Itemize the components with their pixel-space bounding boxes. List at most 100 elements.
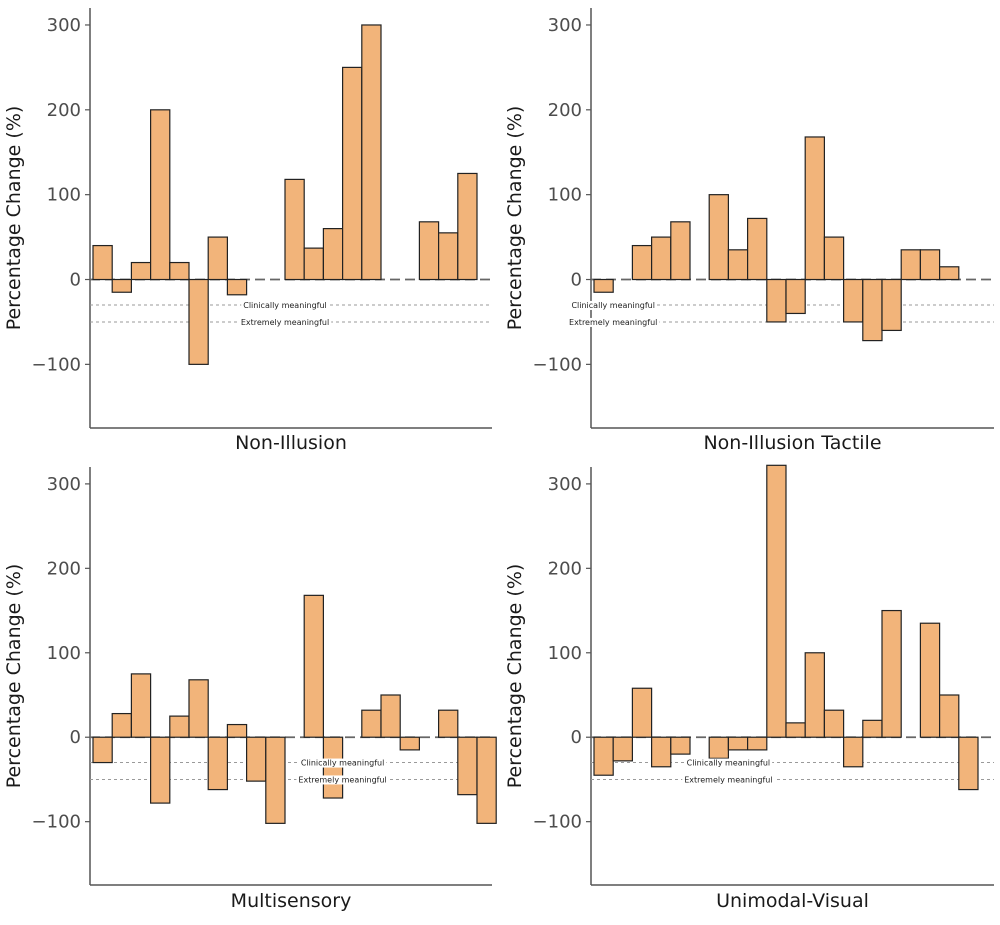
reference-line-label: Extremely meaningful	[569, 318, 657, 327]
y-tick-label: 0	[70, 727, 81, 748]
bar	[958, 736, 979, 791]
bar	[785, 722, 806, 738]
bar	[438, 232, 459, 281]
y-axis-title: Percentage Change (%)	[3, 106, 25, 331]
reference-line-label: Clinically meaningful	[301, 759, 385, 768]
bar	[785, 278, 806, 315]
bar	[284, 178, 305, 281]
bar	[593, 736, 614, 776]
y-tick-label: −100	[32, 354, 81, 375]
x-axis-title: Non-Illusion Tactile	[703, 432, 881, 454]
bar	[226, 723, 248, 738]
bar	[842, 278, 864, 323]
bar	[265, 736, 286, 824]
bar	[938, 266, 960, 281]
bar	[919, 249, 941, 281]
bar	[746, 217, 768, 281]
bar	[457, 736, 478, 796]
bar	[438, 709, 459, 738]
bar	[727, 736, 749, 751]
reference-line-label: Clinically meaningful	[687, 759, 771, 768]
reference-label-background	[298, 758, 387, 768]
bar	[111, 712, 132, 738]
bar	[130, 261, 152, 281]
reference-label-background	[684, 758, 773, 768]
bar	[631, 687, 653, 738]
bar	[938, 694, 960, 738]
bar	[380, 694, 401, 738]
bar	[823, 236, 845, 281]
reference-line-label: Clinically meaningful	[571, 301, 655, 310]
y-tick-label: 100	[47, 643, 81, 664]
reference-label-background	[241, 300, 329, 310]
bar	[418, 221, 440, 281]
bar	[361, 709, 382, 738]
y-tick-label: 300	[47, 474, 81, 495]
reference-line-label: Extremely meaningful	[241, 318, 329, 327]
bar	[650, 736, 672, 768]
x-axis-title: Unimodal-Visual	[716, 890, 869, 912]
bar	[130, 673, 152, 738]
bar	[169, 715, 190, 738]
bar	[207, 236, 228, 281]
y-tick-label: 0	[70, 270, 81, 291]
bar	[322, 736, 344, 799]
bar	[399, 736, 421, 751]
bar	[670, 736, 691, 755]
bar	[766, 278, 787, 323]
x-axis-title: Multisensory	[231, 890, 352, 912]
bar	[150, 736, 171, 804]
bar	[862, 278, 883, 342]
panel-bottom-left: −100 0 100 200 300 Percentage Change (%) Multi…	[3, 467, 497, 912]
bar	[226, 278, 248, 296]
reference-line-label: Clinically meaningful	[243, 301, 327, 310]
bar	[862, 719, 883, 738]
bar	[823, 709, 845, 738]
bar	[303, 594, 325, 738]
bar	[804, 136, 826, 281]
bar	[631, 244, 653, 281]
bar	[303, 247, 325, 281]
reference-label-background	[569, 300, 657, 310]
y-tick-label: 0	[571, 270, 582, 291]
y-axis-title: Percentage Change (%)	[504, 106, 526, 331]
bar	[650, 236, 672, 281]
y-axis-title: Percentage Change (%)	[504, 564, 526, 789]
y-tick-label: 300	[548, 474, 582, 495]
panel-top-right: −100 0 100 200 300 Percentage Change (%) Non-I…	[504, 8, 994, 454]
bar	[670, 221, 691, 281]
y-tick-label: 100	[548, 643, 582, 664]
y-tick-label: 100	[47, 185, 81, 206]
bar	[169, 261, 190, 281]
panel-top-left: −100 0 100 200 300 Percentage Change (%) Non-I…	[3, 8, 492, 454]
bar	[612, 736, 634, 762]
reference-label-background	[567, 317, 660, 327]
reference-label-background	[238, 317, 332, 327]
bar	[342, 66, 363, 281]
y-tick-label: −100	[32, 812, 81, 833]
bar	[881, 609, 902, 738]
bar	[766, 464, 787, 738]
bar	[92, 736, 113, 764]
bar	[188, 278, 209, 365]
bar	[708, 736, 730, 759]
bar	[708, 194, 730, 281]
bar	[919, 622, 941, 738]
bar	[246, 736, 267, 782]
bar	[150, 109, 171, 281]
y-tick-label: 200	[47, 100, 81, 121]
bar	[727, 249, 749, 281]
reference-line-label: Extremely meaningful	[298, 775, 386, 784]
bar	[593, 278, 614, 293]
y-tick-label: 300	[548, 15, 582, 36]
bar	[457, 172, 478, 281]
bar	[881, 278, 902, 332]
y-tick-label: 300	[47, 15, 81, 36]
bar	[804, 652, 826, 738]
y-tick-label: 200	[47, 558, 81, 579]
bar	[476, 736, 497, 824]
y-tick-label: −100	[533, 354, 582, 375]
y-tick-label: 0	[571, 727, 582, 748]
bar	[900, 249, 922, 281]
bar	[111, 278, 132, 293]
